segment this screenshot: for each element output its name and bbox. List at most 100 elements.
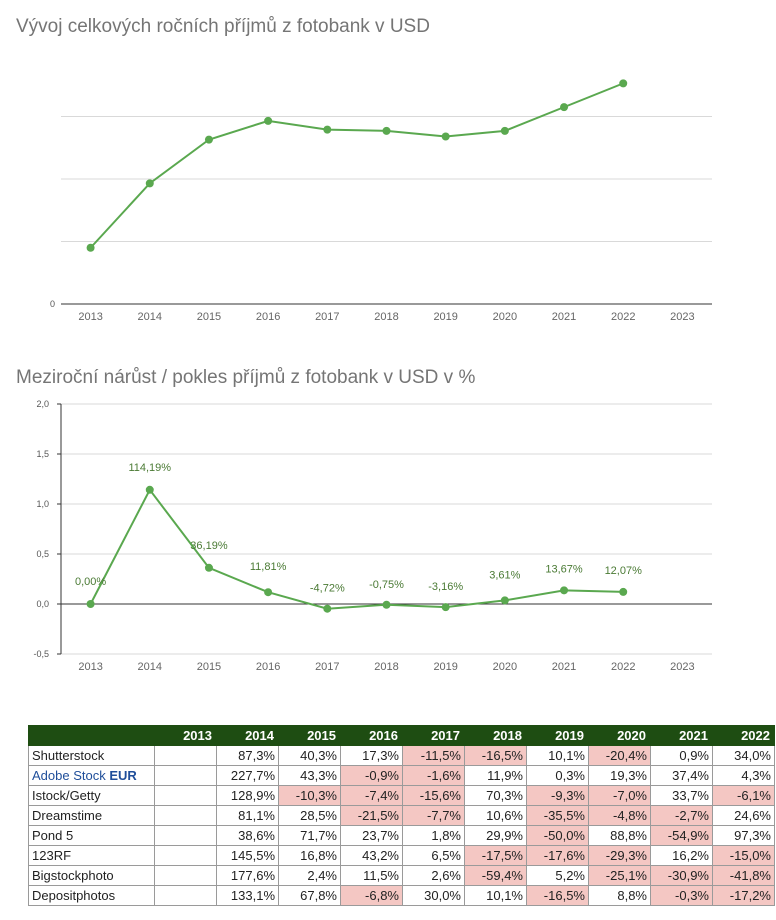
x-tick-label: 2020 (493, 661, 517, 673)
x-tick-label: 2014 (138, 311, 162, 323)
table-cell: 8,8% (588, 885, 651, 906)
table-cell: 2,6% (402, 865, 465, 886)
y-tick-label: 2,0 (36, 399, 49, 409)
table-cell: 88,8% (588, 825, 651, 846)
table-cell (154, 785, 217, 806)
table-cell (154, 805, 217, 826)
table-cell: -25,1% (588, 865, 651, 886)
table-cell: 145,5% (216, 845, 279, 866)
table-cell: 133,1% (216, 885, 279, 906)
chart1-income-line: 0 2013 2014 2015 2016 2017 2018 2019 2020 2021 202… (50, 79, 712, 323)
table-cell: -15,6% (402, 785, 465, 806)
table-cell: 43,3% (278, 765, 341, 786)
table-cell: -20,4% (588, 745, 651, 766)
table-row: 123RF 145,5% 16,8% 43,2% 6,5% -17,5% -17,6% -29… (28, 845, 775, 866)
table-cell: 30,0% (402, 885, 465, 906)
data-point (382, 600, 391, 609)
x-tick-label: 2019 (433, 661, 457, 673)
table-row: Istock/Getty 128,9% -10,3% -7,4% -15,6% 70,3%… (28, 785, 775, 806)
table-cell: 40,3% (278, 745, 341, 766)
data-point (441, 603, 450, 612)
table-header-row: 2013 2014 2015 2016 2017 2018 2019 2020 2021 2022 (28, 725, 775, 746)
x-tick-label: 2016 (256, 661, 280, 673)
series-line (89, 82, 624, 249)
data-label: 12,07% (605, 565, 643, 577)
series-line (89, 487, 624, 610)
table-row: Bigstockphoto 177,6% 2,4% 11,5% 2,6% -59,4% 5,… (28, 865, 775, 886)
x-tick-label: 2013 (78, 311, 102, 323)
data-point (323, 604, 332, 613)
data-label: 114,19% (128, 462, 171, 474)
x-tick-label: 2021 (552, 661, 576, 673)
x-tick-label: 2017 (315, 661, 339, 673)
table-cell: -15,0% (712, 845, 775, 866)
x-tick-label: 2018 (374, 661, 398, 673)
data-label: -3,16% (428, 581, 463, 593)
table-cell: 0,9% (650, 745, 713, 766)
growth-table: 2013 2014 2015 2016 2017 2018 2019 2020 2021 2022… (28, 725, 775, 906)
data-point (441, 132, 450, 141)
header-year: 2019 (526, 725, 589, 746)
table-cell: -17,5% (464, 845, 527, 866)
data-label: -0,75% (369, 579, 404, 591)
table-cell: 0,3% (526, 765, 589, 786)
table-cell: -50,0% (526, 825, 589, 846)
table-cell: 70,3% (464, 785, 527, 806)
data-point (204, 563, 213, 572)
table-cell: -2,7% (650, 805, 713, 826)
data-label: 3,61% (489, 569, 520, 581)
table-cell: -7,4% (340, 785, 403, 806)
y-tick-label: 1,0 (36, 499, 49, 509)
table-cell (154, 745, 217, 766)
data-point (560, 103, 569, 112)
row-name: Depositphotos (28, 885, 155, 906)
table-cell: -6,1% (712, 785, 775, 806)
table-cell: -0,3% (650, 885, 713, 906)
table-cell: 23,7% (340, 825, 403, 846)
x-tick-label: 2019 (433, 311, 457, 323)
table-body: Shutterstock 87,3% 40,3% 17,3% -11,5% -16,5% 1… (28, 745, 775, 906)
x-tick-label: 2015 (197, 661, 221, 673)
table-cell: -7,7% (402, 805, 465, 826)
data-point (323, 125, 332, 134)
data-label: 0,00% (75, 576, 106, 588)
row-name: Istock/Getty (28, 785, 155, 806)
table-cell: 16,8% (278, 845, 341, 866)
y-tick-label: 1,5 (36, 449, 49, 459)
table-cell: 97,3% (712, 825, 775, 846)
table-cell: -17,6% (526, 845, 589, 866)
table-cell (154, 885, 217, 906)
x-tick-label: 2014 (138, 661, 162, 673)
data-label: 13,67% (545, 563, 583, 575)
header-blank (28, 725, 155, 746)
table-cell: 19,3% (588, 765, 651, 786)
data-point (145, 485, 154, 494)
x-tick-label: 2016 (256, 311, 280, 323)
table-cell: 37,4% (650, 765, 713, 786)
data-label: 36,19% (190, 540, 228, 552)
data-point (86, 600, 95, 608)
table-cell: 10,6% (464, 805, 527, 826)
table-cell (154, 825, 217, 846)
table-cell: 24,6% (712, 805, 775, 826)
table-cell: 87,3% (216, 745, 279, 766)
x-tick-label: 2017 (315, 311, 339, 323)
table-cell: 33,7% (650, 785, 713, 806)
data-point (86, 243, 95, 252)
y-tick-label: -0,5 (33, 649, 49, 659)
currency-badge: EUR (109, 768, 137, 783)
x-tick-label: 2023 (670, 311, 694, 323)
table-cell: -29,3% (588, 845, 651, 866)
table-row: Adobe Stock EUR 227,7% 43,3% -0,9% -1,6% 11,9… (28, 765, 775, 786)
data-point (264, 116, 273, 125)
row-name: Shutterstock (28, 745, 155, 766)
row-name: Bigstockphoto (28, 865, 155, 886)
table-cell: 10,1% (464, 885, 527, 906)
data-point (204, 135, 213, 144)
data-point (145, 179, 154, 188)
x-tick-label: 2023 (670, 661, 694, 673)
table-cell: -17,2% (712, 885, 775, 906)
table-row: Shutterstock 87,3% 40,3% 17,3% -11,5% -16,5% 1… (28, 745, 775, 766)
data-point (619, 79, 628, 88)
chart2-title: Meziroční nárůst / pokles příjmů z fotob… (16, 367, 476, 388)
